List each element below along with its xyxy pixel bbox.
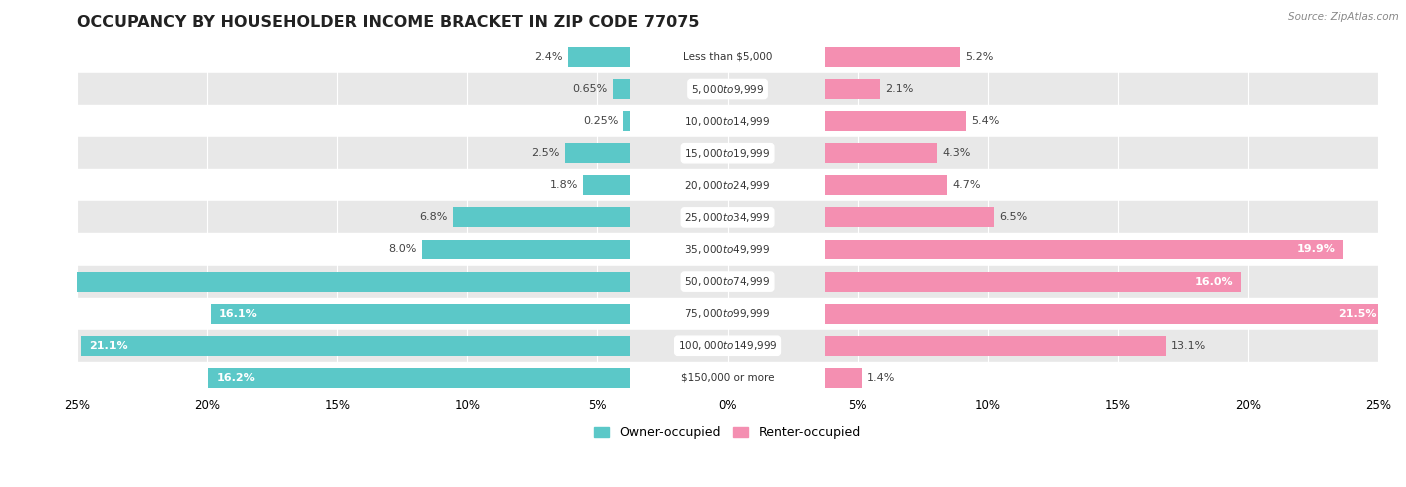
Bar bbox=[825, 111, 966, 131]
Text: $150,000 or more: $150,000 or more bbox=[681, 373, 775, 383]
Text: $75,000 to $99,999: $75,000 to $99,999 bbox=[685, 307, 770, 320]
Bar bbox=[82, 336, 630, 356]
Text: $25,000 to $34,999: $25,000 to $34,999 bbox=[685, 211, 770, 224]
Text: 1.4%: 1.4% bbox=[866, 373, 896, 383]
Bar bbox=[825, 272, 1241, 292]
Text: $50,000 to $74,999: $50,000 to $74,999 bbox=[685, 275, 770, 288]
Bar bbox=[568, 47, 630, 67]
Bar bbox=[825, 336, 1166, 356]
Bar bbox=[825, 240, 1343, 260]
Text: 5.2%: 5.2% bbox=[966, 52, 994, 62]
Bar bbox=[565, 143, 630, 163]
Bar bbox=[453, 207, 630, 227]
Text: 5.4%: 5.4% bbox=[970, 116, 1000, 126]
Text: 21.5%: 21.5% bbox=[1339, 309, 1376, 318]
Text: $20,000 to $24,999: $20,000 to $24,999 bbox=[685, 179, 770, 192]
Bar bbox=[583, 175, 630, 195]
Bar bbox=[825, 175, 948, 195]
Text: 0.65%: 0.65% bbox=[572, 84, 607, 94]
Text: 16.1%: 16.1% bbox=[219, 309, 257, 318]
Bar bbox=[825, 143, 936, 163]
Bar bbox=[422, 240, 630, 260]
Bar bbox=[77, 362, 1378, 394]
Text: 16.2%: 16.2% bbox=[217, 373, 254, 383]
Text: 0.25%: 0.25% bbox=[583, 116, 619, 126]
Text: 6.5%: 6.5% bbox=[1000, 212, 1028, 223]
Bar bbox=[613, 79, 630, 99]
Text: 4.3%: 4.3% bbox=[942, 148, 970, 158]
Bar bbox=[77, 233, 1378, 265]
Bar bbox=[825, 304, 1385, 324]
Text: $15,000 to $19,999: $15,000 to $19,999 bbox=[685, 147, 770, 160]
Bar bbox=[208, 368, 630, 388]
Bar bbox=[77, 298, 1378, 330]
Bar bbox=[0, 272, 630, 292]
Text: 6.8%: 6.8% bbox=[419, 212, 449, 223]
Text: $100,000 to $149,999: $100,000 to $149,999 bbox=[678, 339, 778, 352]
Bar bbox=[77, 265, 1378, 298]
Bar bbox=[825, 79, 880, 99]
Text: 1.8%: 1.8% bbox=[550, 180, 578, 190]
Text: OCCUPANCY BY HOUSEHOLDER INCOME BRACKET IN ZIP CODE 77075: OCCUPANCY BY HOUSEHOLDER INCOME BRACKET … bbox=[77, 15, 700, 30]
Bar bbox=[77, 201, 1378, 233]
Bar bbox=[77, 73, 1378, 105]
Text: $10,000 to $14,999: $10,000 to $14,999 bbox=[685, 114, 770, 128]
Bar bbox=[77, 41, 1378, 73]
Text: Less than $5,000: Less than $5,000 bbox=[683, 52, 772, 62]
Text: 2.1%: 2.1% bbox=[884, 84, 914, 94]
Bar bbox=[211, 304, 630, 324]
Text: $5,000 to $9,999: $5,000 to $9,999 bbox=[690, 82, 763, 95]
Text: Source: ZipAtlas.com: Source: ZipAtlas.com bbox=[1288, 12, 1399, 22]
Bar bbox=[77, 137, 1378, 169]
Text: 19.9%: 19.9% bbox=[1296, 244, 1336, 255]
Text: 8.0%: 8.0% bbox=[388, 244, 416, 255]
Text: 24.4%: 24.4% bbox=[3, 277, 42, 286]
Text: 21.1%: 21.1% bbox=[89, 341, 128, 351]
Bar bbox=[825, 368, 862, 388]
Text: 2.5%: 2.5% bbox=[531, 148, 560, 158]
Bar bbox=[77, 169, 1378, 201]
Legend: Owner-occupied, Renter-occupied: Owner-occupied, Renter-occupied bbox=[589, 421, 866, 444]
Bar bbox=[623, 111, 630, 131]
Bar bbox=[825, 47, 960, 67]
Bar bbox=[77, 105, 1378, 137]
Text: 13.1%: 13.1% bbox=[1171, 341, 1206, 351]
Text: 16.0%: 16.0% bbox=[1195, 277, 1233, 286]
Bar bbox=[77, 330, 1378, 362]
Bar bbox=[825, 207, 994, 227]
Text: $35,000 to $49,999: $35,000 to $49,999 bbox=[685, 243, 770, 256]
Text: 4.7%: 4.7% bbox=[953, 180, 981, 190]
Text: 2.4%: 2.4% bbox=[534, 52, 562, 62]
